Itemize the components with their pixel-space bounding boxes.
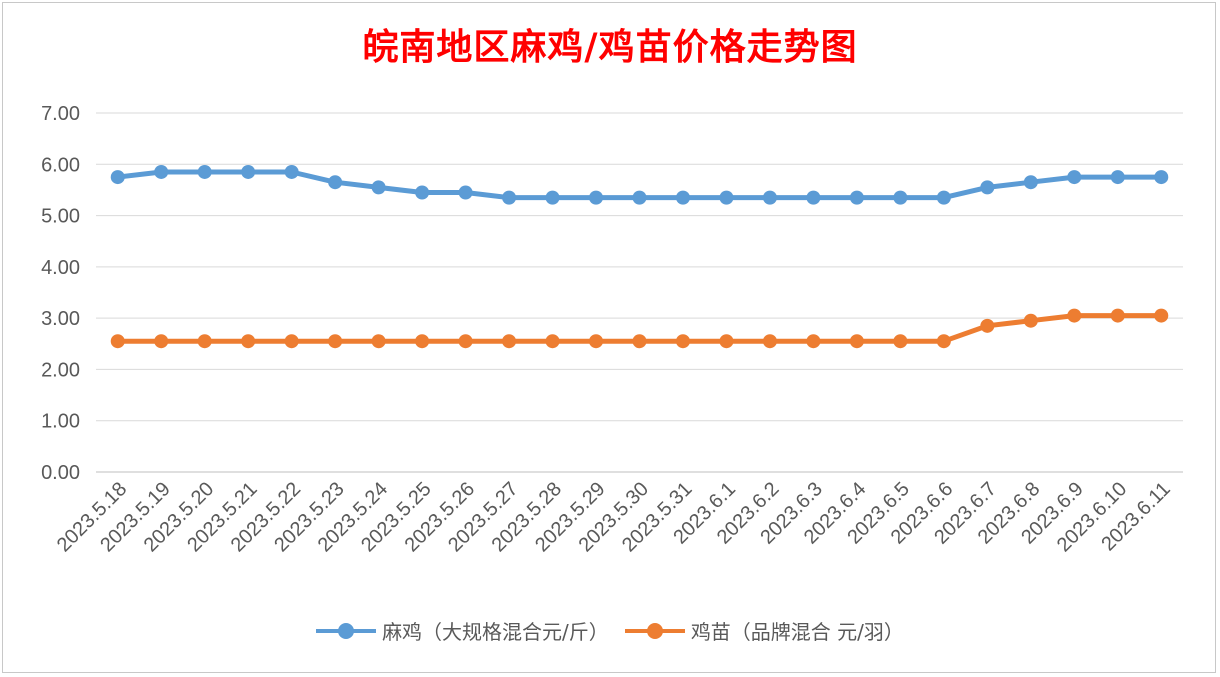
series-2-point[interactable]: [415, 334, 430, 349]
series-2-point[interactable]: [241, 334, 256, 349]
series-2-point[interactable]: [154, 334, 169, 349]
series-group: [110, 164, 1169, 349]
series-2-point[interactable]: [806, 334, 821, 349]
series-2-point[interactable]: [458, 334, 473, 349]
series-1-point[interactable]: [197, 164, 212, 179]
series-2-point[interactable]: [197, 334, 212, 349]
series-1-point[interactable]: [1067, 170, 1082, 185]
series-2-point[interactable]: [675, 334, 690, 349]
series-2-point[interactable]: [893, 334, 908, 349]
legend-marker-series-2: [624, 621, 685, 641]
series-1-point[interactable]: [371, 180, 386, 195]
y-tick-label: 7.00: [41, 103, 80, 125]
series-1-point[interactable]: [1110, 170, 1125, 185]
series-1-point[interactable]: [415, 185, 430, 200]
series-2-point[interactable]: [632, 334, 647, 349]
series-2-point[interactable]: [502, 334, 517, 349]
series-2-point[interactable]: [110, 334, 125, 349]
series-2-point[interactable]: [545, 334, 560, 349]
legend-item-series-1[interactable]: 麻鸡（大规格混合元/斤）: [316, 616, 609, 645]
legend-label-series-1: 麻鸡（大规格混合元/斤）: [382, 620, 609, 644]
y-tick-label: 1.00: [41, 411, 80, 433]
series-1-point[interactable]: [545, 190, 560, 205]
series-1-point[interactable]: [980, 180, 995, 195]
series-2-point[interactable]: [936, 334, 951, 349]
series-1-point[interactable]: [110, 170, 125, 185]
y-tick-label: 4.00: [41, 257, 80, 279]
series-1-point[interactable]: [849, 190, 864, 205]
series-1-point[interactable]: [806, 190, 821, 205]
series-1-point[interactable]: [589, 190, 604, 205]
series-1-point[interactable]: [154, 164, 169, 179]
series-2-point[interactable]: [1067, 308, 1082, 323]
series-1-point[interactable]: [675, 190, 690, 205]
series-1-point[interactable]: [936, 190, 951, 205]
series-1-point[interactable]: [328, 175, 343, 190]
series-2-point[interactable]: [762, 334, 777, 349]
series-1-point[interactable]: [762, 190, 777, 205]
series-2-point[interactable]: [284, 334, 299, 349]
y-tick-label: 5.00: [41, 206, 80, 228]
series-2: [110, 308, 1169, 349]
series-1-point[interactable]: [502, 190, 517, 205]
chart-title: 皖南地区麻鸡/鸡苗价格走势图: [362, 26, 858, 68]
series-2-point[interactable]: [371, 334, 386, 349]
y-tick-label: 0.00: [41, 462, 80, 484]
series-1-point[interactable]: [1023, 175, 1038, 190]
y-tick-label: 2.00: [41, 359, 80, 381]
series-2-point[interactable]: [980, 318, 995, 333]
series-1-point[interactable]: [632, 190, 647, 205]
series-2-point[interactable]: [1110, 308, 1125, 323]
series-1-point[interactable]: [241, 164, 256, 179]
x-axis-tick-labels: 2023.5.182023.5.192023.5.202023.5.212023…: [53, 478, 1175, 556]
legend-marker-series-1: [316, 621, 377, 641]
series-1-point[interactable]: [284, 164, 299, 179]
y-axis-tick-labels: 0.00 1.00 2.00 3.00 4.00 5.00 6.00 7.00: [41, 103, 80, 484]
legend-item-series-2[interactable]: 鸡苗（品牌混合 元/羽）: [624, 616, 904, 645]
series-2-point[interactable]: [1154, 308, 1169, 323]
y-tick-label: 6.00: [41, 154, 80, 176]
legend: 麻鸡（大规格混合元/斤） 鸡苗（品牌混合 元/羽）: [0, 616, 1220, 645]
series-1-point[interactable]: [458, 185, 473, 200]
series-1-point[interactable]: [893, 190, 908, 205]
series-1-point[interactable]: [719, 190, 734, 205]
series-2-point[interactable]: [719, 334, 734, 349]
legend-label-series-2: 鸡苗（品牌混合 元/羽）: [690, 620, 904, 644]
gridlines: [96, 112, 1183, 473]
series-1: [110, 164, 1169, 205]
series-2-point[interactable]: [1023, 313, 1038, 328]
series-2-point[interactable]: [849, 334, 864, 349]
series-2-point[interactable]: [589, 334, 604, 349]
y-tick-label: 3.00: [41, 308, 80, 330]
series-1-point[interactable]: [1154, 170, 1169, 185]
series-2-point[interactable]: [328, 334, 343, 349]
